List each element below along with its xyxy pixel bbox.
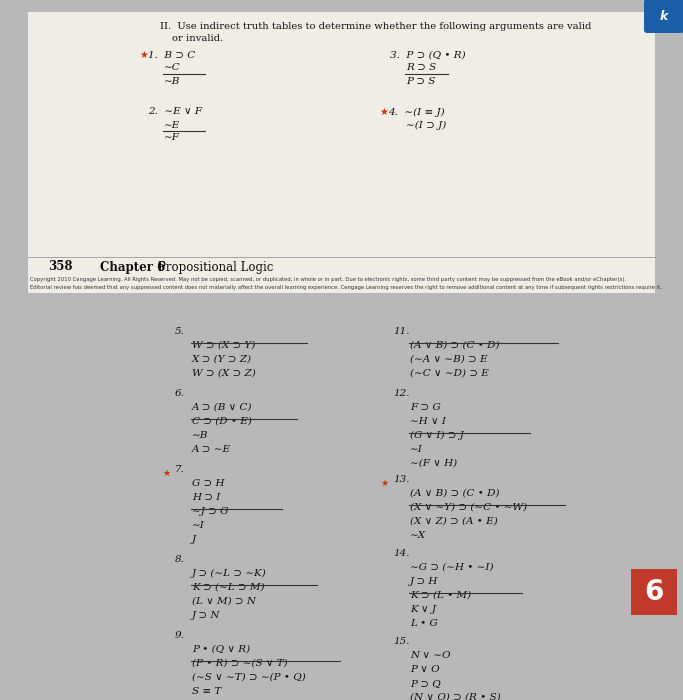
Text: Propositional Logic: Propositional Logic xyxy=(158,260,273,274)
Text: L • G: L • G xyxy=(410,619,438,628)
Text: ★: ★ xyxy=(380,479,388,488)
Text: J: J xyxy=(192,535,196,544)
Text: (∼C ∨ ∼D) ⊃ E: (∼C ∨ ∼D) ⊃ E xyxy=(410,369,489,378)
Text: 11.: 11. xyxy=(393,327,410,336)
Text: 358: 358 xyxy=(48,260,72,274)
Text: (A ∨ B) ⊃ (C • D): (A ∨ B) ⊃ (C • D) xyxy=(410,489,499,498)
Text: J ⊃ (∼L ⊃ ∼K): J ⊃ (∼L ⊃ ∼K) xyxy=(192,569,267,578)
Text: (∼A ∨ ∼B) ⊃ E: (∼A ∨ ∼B) ⊃ E xyxy=(410,355,488,364)
Text: 4.  ∼(I ≡ J): 4. ∼(I ≡ J) xyxy=(388,107,445,117)
Text: 14.: 14. xyxy=(393,549,410,558)
Text: 3.  P ⊃ (Q • R): 3. P ⊃ (Q • R) xyxy=(390,50,466,60)
Text: 2.  ∼E ∨ F: 2. ∼E ∨ F xyxy=(148,108,202,116)
Text: (X ∨ ∼Y) ⊃ (∼C • ∼W): (X ∨ ∼Y) ⊃ (∼C • ∼W) xyxy=(410,503,527,512)
Text: ∼C: ∼C xyxy=(164,64,181,73)
Text: A ⊃ (B ∨ C): A ⊃ (B ∨ C) xyxy=(192,403,253,412)
Text: ∼X: ∼X xyxy=(410,531,426,540)
Text: 6: 6 xyxy=(644,578,664,606)
Text: Editorial review has deemed that any suppressed content does not materially affe: Editorial review has deemed that any sup… xyxy=(30,284,662,290)
Text: K ∨ J: K ∨ J xyxy=(410,605,436,614)
Text: G ⊃ H: G ⊃ H xyxy=(192,479,225,488)
Text: Chapter 6: Chapter 6 xyxy=(100,260,165,274)
Text: 15.: 15. xyxy=(393,637,410,646)
Text: II.  Use indirect truth tables to determine whether the following arguments are : II. Use indirect truth tables to determi… xyxy=(160,22,591,31)
Text: R ⊃ S: R ⊃ S xyxy=(406,64,436,73)
FancyBboxPatch shape xyxy=(28,12,655,293)
Text: 12.: 12. xyxy=(393,389,410,398)
Text: P ⊃ Q: P ⊃ Q xyxy=(410,679,441,688)
Text: 6.: 6. xyxy=(175,389,185,398)
Text: ∼F: ∼F xyxy=(164,134,180,143)
Text: ★: ★ xyxy=(380,107,389,117)
Text: ∼H ∨ I: ∼H ∨ I xyxy=(410,417,446,426)
Text: (P • R) ⊃ ∼(S ∨ T): (P • R) ⊃ ∼(S ∨ T) xyxy=(192,659,288,668)
Text: ∼I: ∼I xyxy=(410,445,423,454)
Text: ∼G ⊃ (∼H • ∼I): ∼G ⊃ (∼H • ∼I) xyxy=(410,563,494,572)
Text: P ∨ O: P ∨ O xyxy=(410,665,440,674)
Text: N ∨ ∼O: N ∨ ∼O xyxy=(410,651,451,660)
Text: 1.  B ⊃ C: 1. B ⊃ C xyxy=(148,50,195,60)
Text: W ⊃ (X ⊃ Y): W ⊃ (X ⊃ Y) xyxy=(192,341,255,350)
Text: k: k xyxy=(660,10,668,22)
Text: K ⊃ (∼L ⊃ M): K ⊃ (∼L ⊃ M) xyxy=(192,583,264,592)
Text: (∼S ∨ ∼T) ⊃ ∼(P • Q): (∼S ∨ ∼T) ⊃ ∼(P • Q) xyxy=(192,673,306,682)
Text: J ⊃ N: J ⊃ N xyxy=(192,611,221,620)
Text: ∼B: ∼B xyxy=(192,431,208,440)
Text: P ⊃ S: P ⊃ S xyxy=(406,76,435,85)
Text: A ⊃ ∼E: A ⊃ ∼E xyxy=(192,445,231,454)
Text: Copyright 2010 Cengage Learning. All Rights Reserved. May not be copied, scanned: Copyright 2010 Cengage Learning. All Rig… xyxy=(30,276,626,281)
Text: ∼J ⊃ G: ∼J ⊃ G xyxy=(192,507,228,516)
Text: 5.: 5. xyxy=(175,327,185,336)
Text: (X ∨ Z) ⊃ (A • E): (X ∨ Z) ⊃ (A • E) xyxy=(410,517,498,526)
Text: H ⊃ I: H ⊃ I xyxy=(192,493,221,502)
Text: ∼(I ⊃ J): ∼(I ⊃ J) xyxy=(406,120,446,130)
Text: F ⊃ G: F ⊃ G xyxy=(410,403,441,412)
Text: 8.: 8. xyxy=(175,555,185,564)
Text: P • (Q ∨ R): P • (Q ∨ R) xyxy=(192,645,250,654)
Text: or invalid.: or invalid. xyxy=(172,34,223,43)
Text: (L ∨ M) ⊃ N: (L ∨ M) ⊃ N xyxy=(192,597,256,606)
Text: 7.: 7. xyxy=(175,465,185,474)
Text: (G ∨ I) ⊃ J: (G ∨ I) ⊃ J xyxy=(410,431,464,440)
Text: J ⊃ H: J ⊃ H xyxy=(410,577,438,586)
Text: K ⊃ (L • M): K ⊃ (L • M) xyxy=(410,591,471,600)
Text: ∼E: ∼E xyxy=(164,120,180,130)
Text: ∼I: ∼I xyxy=(192,521,205,530)
Text: ∼(F ∨ H): ∼(F ∨ H) xyxy=(410,459,457,468)
Text: S ≡ T: S ≡ T xyxy=(192,687,221,696)
Text: ∼B: ∼B xyxy=(164,76,180,85)
Text: ★: ★ xyxy=(162,469,170,478)
Text: 13.: 13. xyxy=(393,475,410,484)
Text: ★: ★ xyxy=(139,50,148,60)
FancyBboxPatch shape xyxy=(631,569,677,615)
Text: C ⊃ (D • E): C ⊃ (D • E) xyxy=(192,417,252,426)
Text: 9.: 9. xyxy=(175,631,185,640)
Text: X ⊃ (Y ⊃ Z): X ⊃ (Y ⊃ Z) xyxy=(192,355,252,364)
Text: (N ∨ Q) ⊃ (R • S): (N ∨ Q) ⊃ (R • S) xyxy=(410,693,501,700)
FancyBboxPatch shape xyxy=(644,0,683,33)
Text: (A ∨ B) ⊃ (C • D): (A ∨ B) ⊃ (C • D) xyxy=(410,341,499,350)
Text: W ⊃ (X ⊃ Z): W ⊃ (X ⊃ Z) xyxy=(192,369,255,378)
